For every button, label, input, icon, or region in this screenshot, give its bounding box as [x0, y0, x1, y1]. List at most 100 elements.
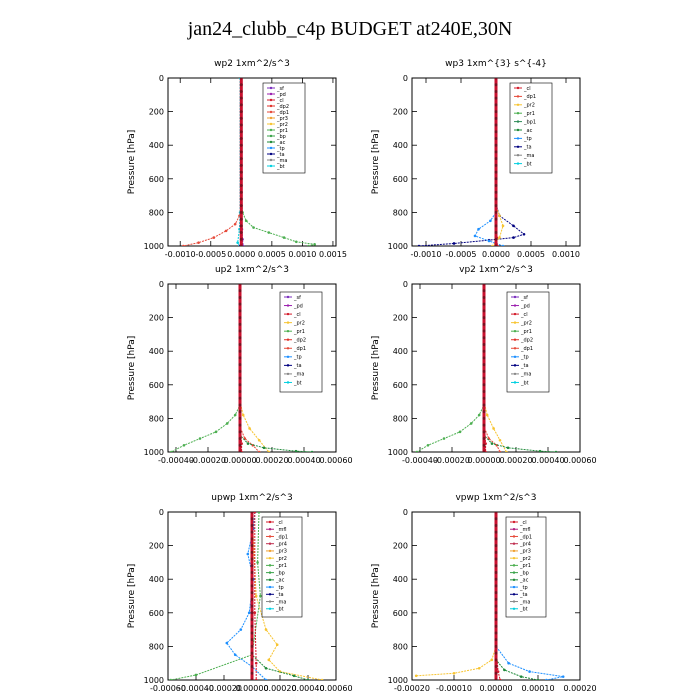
- legend: _cl_mfl_dp1_pr4_pr3_pr2_pr1_bp_ac_tp_ta_…: [261, 516, 303, 618]
- plot-frame: [167, 283, 337, 453]
- total-budget-marker: [482, 396, 486, 400]
- total-budget-marker: [239, 83, 243, 87]
- legend-label: _ac: [523, 128, 533, 134]
- total-budget-marker: [250, 537, 254, 541]
- total-budget-marker: [494, 584, 498, 588]
- legend-marker: [268, 549, 272, 553]
- total-budget-marker: [238, 336, 242, 340]
- total-budget-marker: [494, 143, 498, 147]
- data-point-tp: [225, 641, 229, 645]
- total-budget-marker: [494, 570, 498, 574]
- data-point-pr2: [248, 427, 251, 430]
- x-tick-label: 0.00060: [563, 456, 596, 465]
- total-budget-marker: [250, 564, 254, 568]
- y-tick-label: 600: [393, 381, 408, 390]
- total-budget-marker: [238, 396, 242, 400]
- total-budget-marker: [238, 390, 242, 394]
- data-point-cl: [253, 611, 257, 615]
- legend-label: _bp1: [523, 119, 536, 125]
- legend: _sf _pd _cl _pr2 _pr1 _dp2 _dp1 _tp _ta _ma _bt: [506, 291, 550, 393]
- total-budget-marker: [494, 237, 498, 241]
- series-line-cl: [254, 512, 257, 680]
- x-tick-label: -0.0010: [165, 250, 196, 259]
- legend-marker: [269, 92, 273, 96]
- legend-marker: [513, 295, 517, 299]
- data-point-dp1: [197, 241, 200, 244]
- data-point-dp1: [212, 236, 216, 239]
- series-group: [181, 78, 316, 246]
- total-budget-marker: [239, 237, 243, 241]
- series-line-dp1: [239, 284, 260, 452]
- legend-marker: [516, 154, 520, 157]
- y-tick-label: 200: [149, 314, 164, 323]
- total-budget-marker: [239, 197, 243, 201]
- x-tick-label: -0.0005: [195, 250, 226, 259]
- legend-box: [262, 82, 306, 174]
- data-point-pr2: [491, 244, 494, 246]
- total-budget-marker: [239, 89, 243, 93]
- legend-label: _tp: [523, 136, 532, 142]
- total-budget-marker: [250, 671, 254, 675]
- legend-marker: [513, 381, 517, 384]
- series-group: [169, 284, 314, 452]
- total-budget-marker: [250, 530, 254, 534]
- legend-box: [506, 291, 550, 393]
- legend-marker: [512, 564, 516, 567]
- legend-box: [261, 516, 303, 618]
- legend-label: _bt: [275, 607, 284, 613]
- legend-marker: [269, 86, 273, 90]
- data-point-dp1: [498, 450, 502, 452]
- total-budget-marker: [494, 231, 498, 235]
- series-line-dp1: [183, 78, 242, 246]
- total-budget-marker: [494, 217, 498, 221]
- data-point-tp: [477, 227, 480, 231]
- data-point-ta: [512, 224, 515, 228]
- total-budget-marker: [494, 671, 498, 675]
- y-tick-label: 400: [393, 141, 408, 150]
- legend-marker: [513, 372, 517, 376]
- total-budget-marker: [494, 177, 498, 181]
- data-point-tp: [264, 678, 268, 680]
- total-budget-marker: [494, 564, 498, 568]
- legend-marker: [516, 162, 520, 165]
- data-point-ac: [264, 666, 268, 670]
- data-point-tp: [507, 661, 510, 665]
- total-budget-marker: [238, 322, 242, 326]
- y-tick-label: 1000: [144, 448, 164, 457]
- y-tick-label: 600: [149, 609, 164, 618]
- legend-label: _cl: [293, 312, 301, 318]
- total-budget-marker: [239, 110, 243, 114]
- data-point-dp1: [233, 222, 237, 226]
- legend-label: _pr1: [293, 329, 305, 335]
- total-budget-marker: [494, 537, 498, 541]
- x-tick-label: -0.00040: [158, 456, 194, 465]
- legend-marker: [513, 355, 517, 359]
- figure-title: jan24_clubb_c4p BUDGET at240E,30N: [187, 18, 513, 40]
- y-tick-label: 800: [393, 642, 408, 651]
- total-budget-marker: [239, 190, 243, 194]
- total-budget-marker: [250, 604, 254, 608]
- legend-marker: [286, 329, 290, 333]
- legend-label: _mfl: [275, 527, 287, 533]
- total-budget-marker: [494, 523, 498, 527]
- total-budget-marker: [250, 624, 254, 628]
- data-point-ac: [538, 449, 542, 452]
- legend-label: _dp1: [276, 110, 289, 116]
- legend-label: _bp: [275, 570, 285, 576]
- total-budget-marker: [482, 416, 486, 420]
- total-budget-marker: [239, 204, 243, 208]
- data-point-tp: [487, 239, 491, 243]
- total-budget-marker: [482, 443, 486, 447]
- y-tick-label: 600: [149, 175, 164, 184]
- legend-marker: [286, 364, 290, 367]
- legend-label: _dp2: [293, 338, 306, 344]
- legend-marker: [286, 295, 290, 299]
- legend-label: _ta: [275, 592, 284, 598]
- series-line-dp1: [483, 284, 501, 452]
- legend-marker: [269, 164, 273, 168]
- total-budget-marker: [482, 284, 486, 286]
- x-tick-label: 0.00000: [235, 684, 268, 693]
- data-point-pr1: [214, 430, 218, 434]
- legend-label: _bt: [293, 380, 302, 386]
